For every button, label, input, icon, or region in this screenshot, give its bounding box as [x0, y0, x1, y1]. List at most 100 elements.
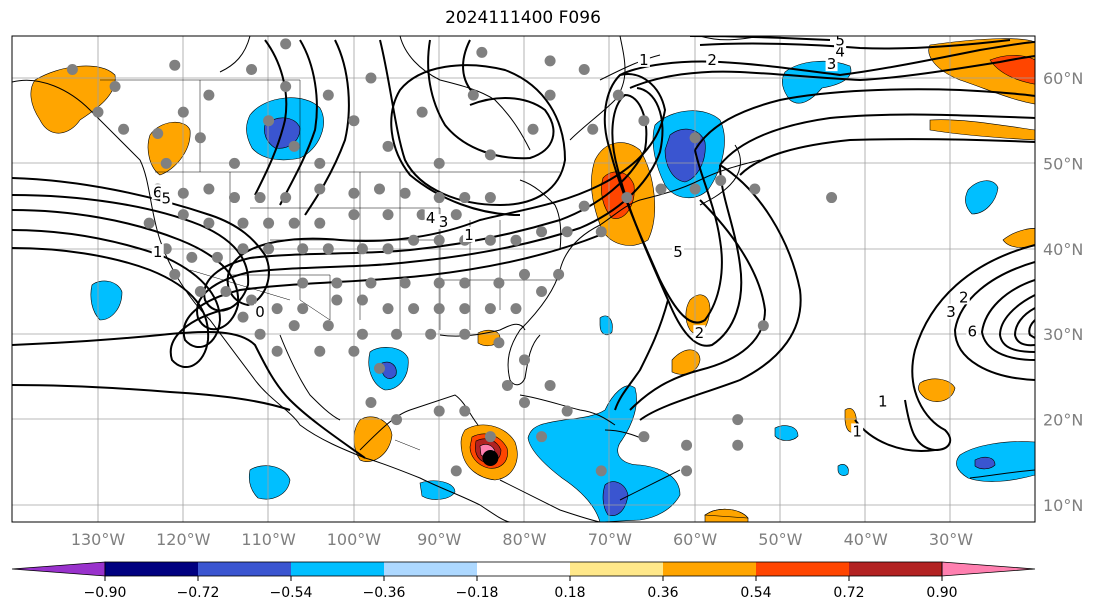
station-dot	[365, 72, 377, 84]
contour-label: 3	[946, 303, 956, 321]
colorbar-segment	[570, 562, 663, 576]
contour-lines	[12, 36, 1035, 459]
contour-label-bg	[424, 209, 437, 225]
station-dot	[484, 303, 496, 315]
station-dot	[211, 251, 223, 263]
colorbar-tick-label: −0.18	[456, 585, 499, 601]
contour-label: 5	[835, 31, 845, 49]
station-dot	[194, 286, 206, 297]
station-dot	[246, 63, 258, 75]
contour-label: 3	[439, 213, 449, 231]
colorbar-tick-label: 0.72	[833, 585, 864, 601]
station-dot	[638, 431, 650, 443]
lon-label: 90°W	[417, 530, 461, 549]
colorbar-segment	[756, 562, 849, 576]
station-dot	[331, 277, 343, 289]
station-dot	[484, 149, 496, 161]
station-dot	[459, 277, 471, 289]
station-dot	[348, 115, 360, 127]
station-dot	[297, 277, 309, 289]
station-dot	[356, 328, 368, 340]
lon-label: 110°W	[241, 530, 296, 549]
station-dot	[433, 405, 445, 417]
station-dot	[527, 123, 539, 135]
station-dot	[536, 431, 548, 443]
station-dot	[484, 431, 496, 443]
station-dot	[638, 115, 650, 127]
station-dot	[587, 123, 599, 135]
station-dot	[536, 226, 548, 238]
station-dot	[237, 243, 249, 255]
colorbar-outline	[104, 561, 943, 577]
contour-label: 5	[673, 243, 683, 261]
lon-label: 130°W	[71, 530, 126, 549]
plot-title: 2024111400 F096	[445, 8, 601, 28]
contour-label: 1	[153, 243, 163, 261]
station-dot	[373, 183, 385, 195]
contour-label-bg	[160, 190, 173, 206]
station-dot	[297, 243, 309, 255]
station-dot	[118, 123, 130, 135]
station-dot	[391, 414, 403, 426]
station-dot	[356, 243, 368, 255]
contour-label-bg	[254, 303, 267, 319]
station-dot	[826, 192, 838, 204]
station-dot	[399, 187, 411, 199]
station-dot	[373, 362, 385, 374]
station-dot	[382, 209, 394, 221]
station-dot	[280, 38, 292, 50]
station-dot	[467, 89, 479, 101]
station-dot	[263, 243, 275, 255]
station-dot	[288, 217, 300, 229]
colorbar: −0.90 −0.72 −0.54 −0.36 −0.18 0.18 0.36 0.54 0.7…	[11, 561, 1036, 601]
contour-label-bg	[706, 51, 719, 67]
lon-label: 40°W	[844, 530, 888, 549]
contour-label-bg	[945, 303, 957, 319]
colorbar-segment	[291, 562, 384, 576]
station-dot	[382, 243, 394, 255]
station-dot	[476, 46, 488, 58]
station-dot	[501, 379, 513, 391]
station-dot	[177, 209, 189, 221]
colorbar-extend-high	[941, 561, 1036, 577]
contour-label-bg	[851, 423, 864, 439]
station-dot	[220, 286, 232, 297]
lat-label: 60°N	[1043, 69, 1083, 88]
lon-label: 120°W	[156, 530, 211, 549]
contour-label: 6	[968, 322, 978, 340]
station-dot	[493, 277, 505, 289]
station-dot	[757, 320, 769, 332]
lon-label: 100°W	[327, 530, 382, 549]
station-dot	[459, 303, 471, 315]
station-dot	[322, 243, 334, 255]
map-frame	[11, 35, 1036, 523]
lat-label: 50°N	[1043, 154, 1083, 173]
station-dot	[484, 192, 496, 204]
lon-label: 50°W	[758, 530, 802, 549]
contour-label: 2	[707, 51, 717, 69]
contour-label: 1	[639, 51, 649, 69]
station-dot	[186, 251, 198, 263]
colorbar-segment	[198, 562, 291, 576]
station-dot	[519, 268, 530, 280]
station-dot	[399, 277, 411, 289]
station-dot	[365, 277, 377, 289]
station-dot	[177, 106, 189, 118]
station-dot	[271, 303, 283, 315]
station-dot	[203, 183, 215, 195]
station-dot	[612, 89, 624, 101]
station-dot	[254, 192, 266, 204]
station-markers	[66, 38, 838, 477]
station-dot	[561, 405, 573, 417]
contour-label-bg	[957, 289, 970, 305]
station-dot	[681, 465, 693, 477]
contour-label: 1	[464, 226, 474, 244]
station-dot	[536, 286, 548, 297]
contour-label: 1	[878, 393, 888, 411]
colorbar-tick-label: 0.54	[740, 585, 771, 601]
station-dot	[433, 234, 445, 246]
lat-label: 20°N	[1043, 411, 1083, 430]
lon-label: 60°W	[673, 530, 717, 549]
station-dot	[314, 183, 326, 195]
